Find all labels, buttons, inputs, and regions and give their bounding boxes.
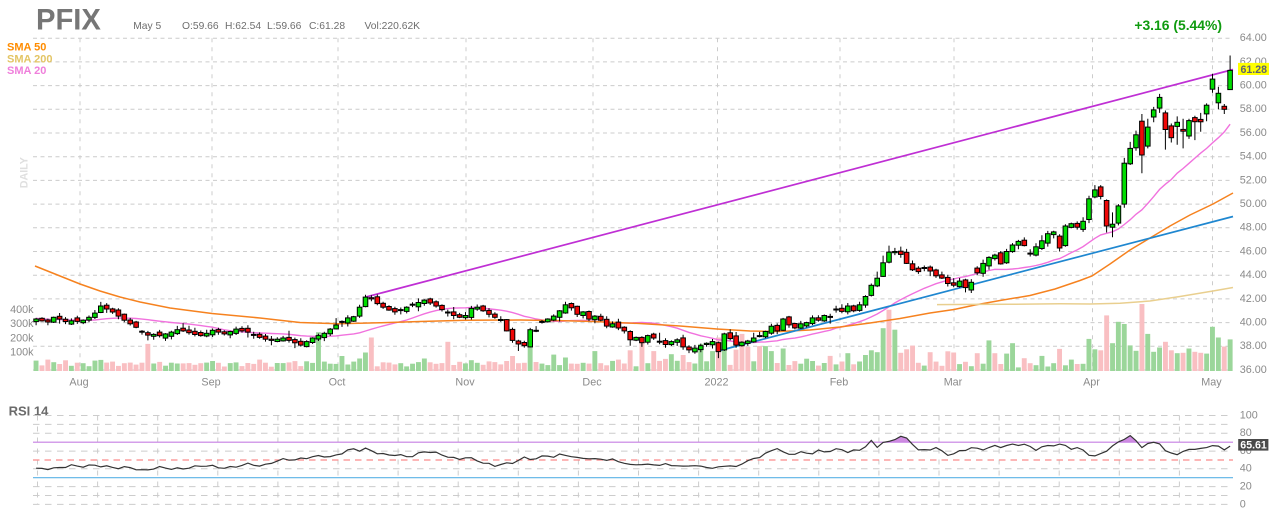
- svg-text:Vol:220.62K: Vol:220.62K: [365, 21, 421, 32]
- svg-text:40: 40: [1240, 463, 1252, 475]
- svg-text:40.00: 40.00: [1240, 317, 1267, 329]
- svg-text:PFIX: PFIX: [36, 4, 101, 36]
- svg-text:RSI 14: RSI 14: [9, 403, 50, 418]
- svg-text:80: 80: [1240, 427, 1252, 439]
- svg-text:58.00: 58.00: [1240, 103, 1267, 115]
- svg-text:46.00: 46.00: [1240, 245, 1267, 257]
- svg-text:38.00: 38.00: [1240, 340, 1267, 352]
- svg-text:Nov: Nov: [455, 377, 475, 389]
- svg-text:SMA 200: SMA 200: [7, 53, 52, 65]
- svg-text:2022: 2022: [704, 377, 728, 389]
- svg-text:61.28: 61.28: [1241, 64, 1268, 76]
- svg-text:Dec: Dec: [582, 377, 602, 389]
- svg-text:200k: 200k: [10, 332, 34, 344]
- svg-text:DAILY: DAILY: [19, 157, 31, 188]
- svg-text:SMA 20: SMA 20: [7, 65, 46, 77]
- svg-text:300k: 300k: [10, 318, 34, 330]
- svg-text:56.00: 56.00: [1240, 127, 1267, 139]
- svg-text:48.00: 48.00: [1240, 222, 1267, 234]
- svg-text:+3.16 (5.44%): +3.16 (5.44%): [1134, 17, 1222, 33]
- svg-text:Feb: Feb: [830, 377, 849, 389]
- svg-text:400k: 400k: [10, 304, 34, 316]
- svg-text:L:59.66: L:59.66: [267, 21, 302, 32]
- svg-text:42.00: 42.00: [1240, 293, 1267, 305]
- svg-text:Sep: Sep: [201, 377, 220, 389]
- svg-text:Apr: Apr: [1083, 377, 1100, 389]
- svg-text:Oct: Oct: [329, 377, 346, 389]
- svg-text:44.00: 44.00: [1240, 269, 1267, 281]
- svg-text:100: 100: [1240, 409, 1258, 421]
- svg-text:Mar: Mar: [944, 377, 963, 389]
- svg-text:SMA 50: SMA 50: [7, 41, 46, 53]
- svg-text:100k: 100k: [10, 347, 34, 359]
- svg-text:C:61.28: C:61.28: [309, 21, 345, 32]
- svg-text:65.61: 65.61: [1240, 440, 1267, 452]
- svg-text:36.00: 36.00: [1240, 364, 1267, 376]
- svg-text:May 5: May 5: [133, 21, 161, 32]
- svg-text:O:59.66: O:59.66: [182, 21, 219, 32]
- svg-text:50.00: 50.00: [1240, 198, 1267, 210]
- svg-text:Aug: Aug: [69, 377, 88, 389]
- svg-text:0: 0: [1240, 498, 1246, 510]
- svg-text:H:62.54: H:62.54: [225, 21, 261, 32]
- svg-text:May: May: [1201, 377, 1222, 389]
- svg-text:54.00: 54.00: [1240, 151, 1267, 163]
- svg-text:64.00: 64.00: [1240, 32, 1267, 44]
- svg-text:52.00: 52.00: [1240, 174, 1267, 186]
- svg-text:60.00: 60.00: [1240, 80, 1267, 92]
- svg-text:20: 20: [1240, 481, 1252, 493]
